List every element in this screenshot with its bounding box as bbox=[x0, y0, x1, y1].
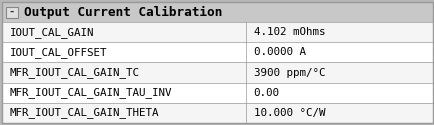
Text: IOUT_CAL_GAIN: IOUT_CAL_GAIN bbox=[10, 27, 94, 38]
Bar bbox=[2, 83, 432, 103]
Text: -: - bbox=[9, 7, 15, 17]
Bar bbox=[2, 2, 432, 22]
Text: 10.000 °C/W: 10.000 °C/W bbox=[253, 108, 324, 118]
Text: 0.0000 A: 0.0000 A bbox=[253, 47, 305, 57]
Text: IOUT_CAL_OFFSET: IOUT_CAL_OFFSET bbox=[10, 47, 107, 58]
Bar bbox=[6, 6, 18, 18]
Text: MFR_IOUT_CAL_GAIN_THETA: MFR_IOUT_CAL_GAIN_THETA bbox=[10, 108, 159, 118]
Text: 4.102 mOhms: 4.102 mOhms bbox=[253, 27, 324, 37]
Text: 3900 ppm/°C: 3900 ppm/°C bbox=[253, 68, 324, 78]
Text: MFR_IOUT_CAL_GAIN_TAU_INV: MFR_IOUT_CAL_GAIN_TAU_INV bbox=[10, 87, 172, 98]
Bar bbox=[2, 22, 432, 42]
Bar bbox=[2, 62, 432, 83]
Bar bbox=[2, 103, 432, 123]
Bar bbox=[2, 42, 432, 62]
Text: MFR_IOUT_CAL_GAIN_TC: MFR_IOUT_CAL_GAIN_TC bbox=[10, 67, 140, 78]
Text: Output Current Calibration: Output Current Calibration bbox=[24, 6, 222, 18]
Text: 0.00: 0.00 bbox=[253, 88, 279, 98]
